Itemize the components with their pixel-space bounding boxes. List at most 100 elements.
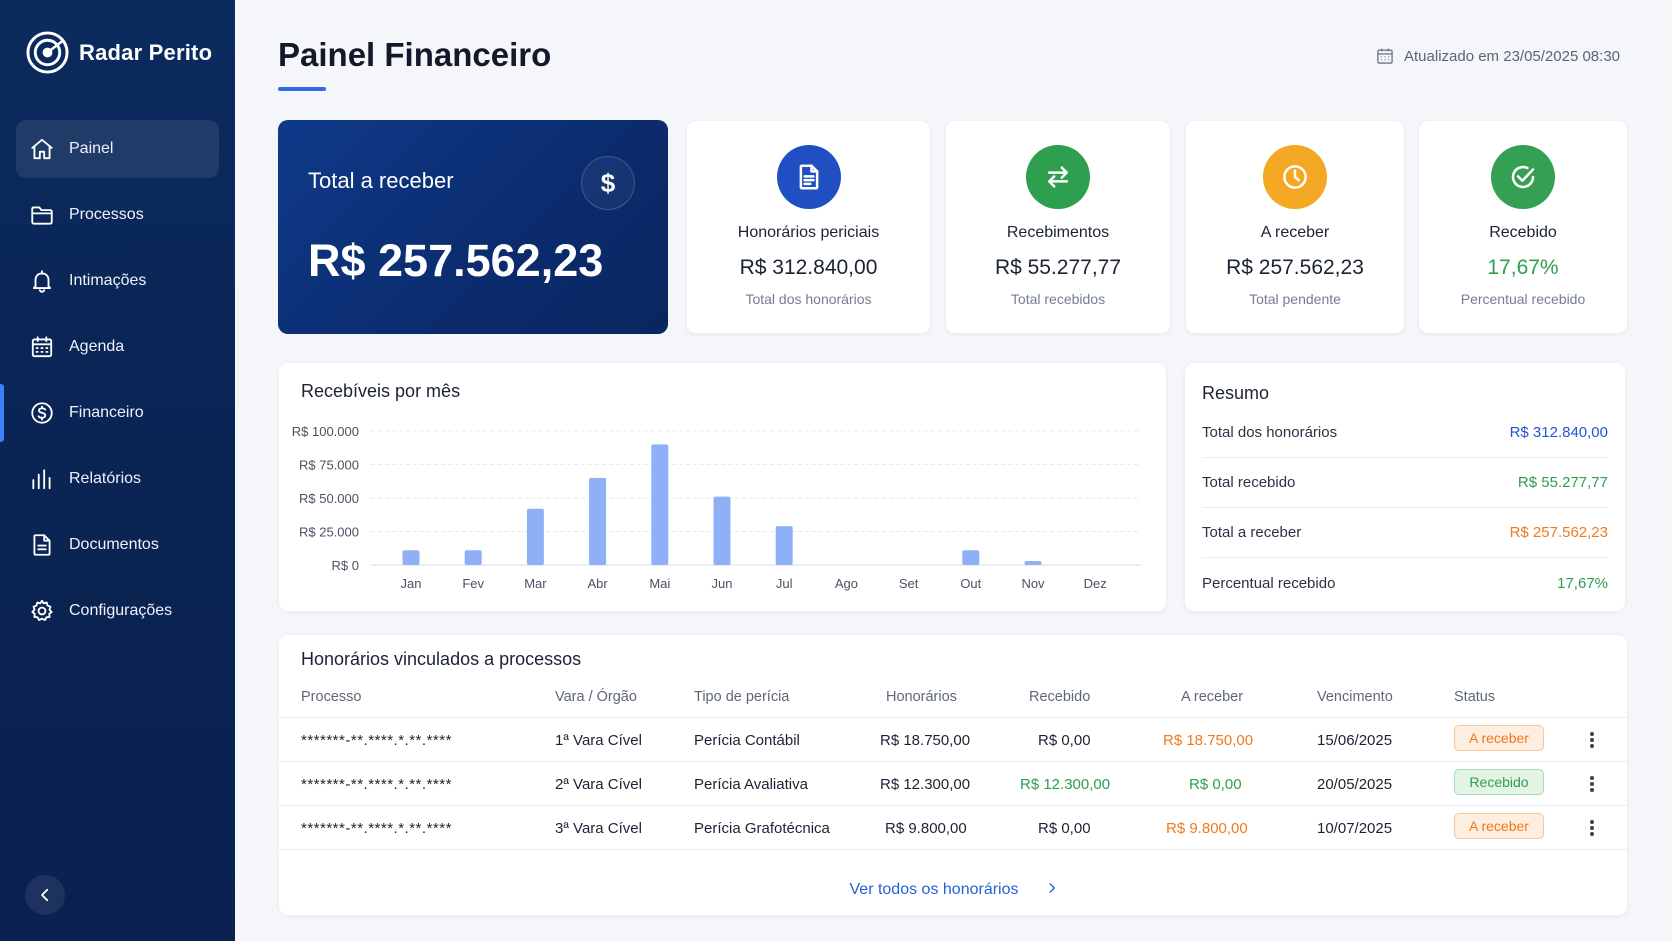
cell-recebido: R$ 0,00 bbox=[1038, 820, 1091, 837]
cell-honorarios: R$ 9.800,00 bbox=[885, 820, 967, 837]
home-icon bbox=[29, 136, 55, 162]
divider bbox=[279, 717, 1629, 718]
summary-value: R$ 312.840,00 bbox=[1509, 424, 1608, 441]
cell-processo: *******-**.****.*.**.**** bbox=[301, 732, 452, 749]
view-all-fees-link[interactable]: Ver todos os honorários bbox=[279, 881, 1629, 899]
stat-card-recebido: Recebido 17,67% Percentual recebido bbox=[1418, 120, 1628, 334]
sidebar-item-intimacoes[interactable]: Intimações bbox=[16, 252, 219, 310]
dollar-icon: $ bbox=[581, 156, 635, 210]
summary-label: Total a receber bbox=[1202, 524, 1302, 541]
gear-icon bbox=[29, 598, 55, 624]
summary-value: R$ 55.277,77 bbox=[1517, 474, 1608, 491]
sidebar-item-financeiro[interactable]: Financeiro bbox=[0, 384, 219, 442]
status-badge: A receber bbox=[1454, 813, 1544, 839]
brand[interactable]: Radar Perito bbox=[25, 30, 212, 75]
bar-fev[interactable] bbox=[464, 550, 482, 565]
row-menu-icon[interactable] bbox=[1585, 818, 1599, 838]
cell-vencimento: 20/05/2025 bbox=[1317, 776, 1393, 793]
stat-value: R$ 55.277,77 bbox=[994, 256, 1122, 279]
last-updated-text: Atualizado em 23/05/2025 08:30 bbox=[1404, 47, 1620, 65]
bar-nov[interactable] bbox=[1024, 560, 1042, 565]
bar-jul[interactable] bbox=[775, 526, 793, 565]
brand-name: Radar Perito bbox=[79, 39, 213, 65]
clock-icon bbox=[1263, 145, 1327, 209]
row-menu-icon[interactable] bbox=[1585, 774, 1599, 794]
stat-subtitle: Total dos honorários bbox=[745, 291, 872, 307]
total-receivable-card: Total a receber $ R$ 257.562,23 bbox=[278, 120, 668, 334]
column-header[interactable]: Vara / Órgão bbox=[555, 689, 637, 705]
summary-row: Total recebido R$ 55.277,77 bbox=[1202, 458, 1608, 508]
column-header[interactable]: Processo bbox=[301, 689, 362, 705]
sidebar-item-label: Processos bbox=[69, 206, 144, 223]
column-header[interactable]: Honorários bbox=[886, 689, 957, 705]
table-title: Honorários vinculados a processos bbox=[301, 649, 582, 669]
column-header[interactable]: Status bbox=[1454, 689, 1496, 705]
x-tick-label: Fev bbox=[462, 576, 484, 591]
cell-a-receber: R$ 18.750,00 bbox=[1163, 732, 1254, 749]
bar-abr[interactable] bbox=[589, 477, 607, 565]
sidebar-item-label: Configurações bbox=[69, 602, 173, 619]
summary-title: Resumo bbox=[1202, 383, 1270, 403]
sidebar-item-processos[interactable]: Processos bbox=[16, 186, 219, 244]
title-underline bbox=[278, 87, 326, 91]
bar-jan[interactable] bbox=[402, 550, 420, 565]
status-badge: A receber bbox=[1454, 725, 1544, 751]
document-icon bbox=[29, 532, 55, 558]
stat-subtitle: Total recebidos bbox=[1010, 291, 1106, 307]
x-tick-label: Out bbox=[960, 576, 981, 591]
cell-processo: *******-**.****.*.**.**** bbox=[301, 776, 452, 793]
sidebar-item-label: Intimações bbox=[69, 272, 147, 289]
cell-tipo: Perícia Contábil bbox=[694, 732, 800, 749]
dollar-circle-icon bbox=[29, 400, 55, 426]
stat-subtitle: Percentual recebido bbox=[1460, 291, 1586, 307]
cell-tipo: Perícia Avaliativa bbox=[694, 776, 808, 793]
divider bbox=[279, 761, 1629, 762]
column-header[interactable]: Recebido bbox=[1029, 689, 1091, 705]
check-circle-icon bbox=[1491, 145, 1555, 209]
summary-label: Total dos honorários bbox=[1202, 424, 1338, 441]
row-menu-icon[interactable] bbox=[1585, 730, 1599, 750]
y-tick-label: R$ 75.000 bbox=[299, 458, 359, 473]
sidebar-item-relatorios[interactable]: Relatórios bbox=[16, 450, 219, 508]
sidebar-item-label: Agenda bbox=[69, 338, 125, 355]
x-tick-label: Mar bbox=[524, 576, 547, 591]
sidebar-item-configuracoes[interactable]: Configurações bbox=[16, 582, 219, 640]
summary-value: 17,67% bbox=[1557, 574, 1608, 592]
calendar-icon bbox=[1377, 48, 1393, 64]
sidebar-item-agenda[interactable]: Agenda bbox=[16, 318, 219, 376]
stat-card-a-receber: A receber R$ 257.562,23 Total pendente bbox=[1185, 120, 1405, 334]
bar-chart-icon bbox=[29, 466, 55, 492]
summary-row: Total dos honorários R$ 312.840,00 bbox=[1202, 408, 1608, 458]
sidebar-item-label: Financeiro bbox=[69, 404, 144, 421]
view-all-label: Ver todos os honorários bbox=[849, 881, 1019, 898]
bar-mai[interactable] bbox=[651, 444, 669, 565]
bar-jun[interactable] bbox=[713, 496, 731, 565]
sidebar: Radar Perito Painel Processos Intimações… bbox=[0, 0, 235, 941]
cell-processo: *******-**.****.*.**.**** bbox=[301, 820, 452, 837]
x-tick-label: Ago bbox=[835, 576, 858, 591]
collapse-sidebar-button[interactable] bbox=[25, 875, 65, 915]
stat-title: Honorários periciais bbox=[737, 224, 880, 241]
column-header[interactable]: Vencimento bbox=[1317, 689, 1393, 705]
sidebar-item-label: Documentos bbox=[69, 536, 159, 553]
stat-title: Recebimentos bbox=[1006, 224, 1110, 241]
column-header[interactable]: A receber bbox=[1181, 689, 1244, 705]
summary-row: Total a receber R$ 257.562,23 bbox=[1202, 508, 1608, 558]
sidebar-item-painel[interactable]: Painel bbox=[16, 120, 219, 178]
fees-table-card: Honorários vinculados a processos Proces… bbox=[278, 634, 1629, 916]
bar-out[interactable] bbox=[962, 550, 980, 565]
summary-label: Total recebido bbox=[1202, 474, 1296, 491]
receivables-chart-card: Recebíveis por mês R$ 0 R$ 25.000 R$ 50.00… bbox=[278, 362, 1167, 612]
stat-value: R$ 312.840,00 bbox=[739, 256, 878, 279]
hero-label: Total a receber bbox=[308, 168, 454, 193]
x-tick-label: Mai bbox=[649, 576, 670, 591]
x-tick-label: Jun bbox=[712, 576, 733, 591]
bar-mar[interactable] bbox=[526, 508, 544, 565]
stat-title: A receber bbox=[1260, 224, 1330, 241]
cell-vara: 2ª Vara Cível bbox=[555, 776, 642, 793]
last-updated: Atualizado em 23/05/2025 08:30 bbox=[1375, 46, 1620, 66]
cell-honorarios: R$ 18.750,00 bbox=[880, 732, 971, 749]
column-header[interactable]: Tipo de perícia bbox=[694, 689, 790, 705]
cell-vara: 1ª Vara Cível bbox=[555, 732, 642, 749]
sidebar-item-documentos[interactable]: Documentos bbox=[16, 516, 219, 574]
